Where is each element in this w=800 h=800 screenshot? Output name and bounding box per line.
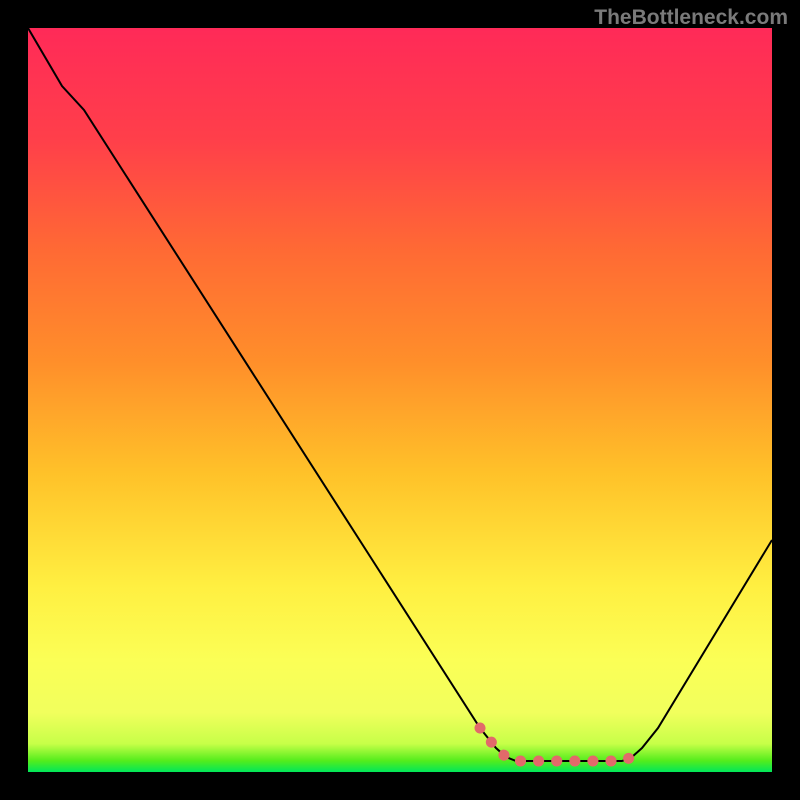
chart-frame: TheBottleneck.com [0, 0, 800, 800]
plot-area [28, 28, 772, 772]
valley-highlight [480, 728, 642, 761]
main-curve [28, 28, 772, 761]
watermark-text: TheBottleneck.com [594, 6, 788, 30]
curve-layer [28, 28, 772, 772]
